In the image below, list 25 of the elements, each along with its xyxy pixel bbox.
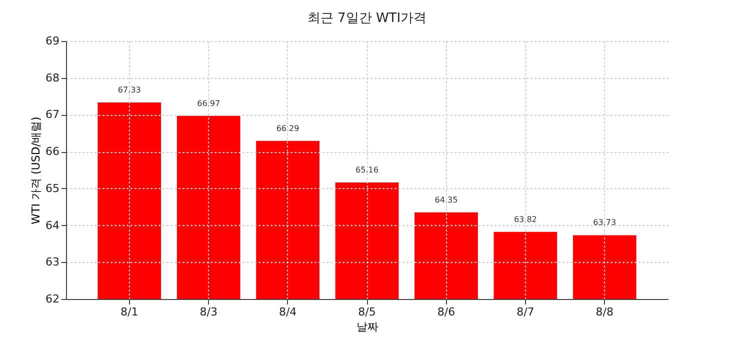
y-tick-label: 68 (46, 71, 60, 84)
data-label: 63.82 (514, 214, 537, 224)
y-tick-label: 62 (46, 292, 60, 306)
data-label: 67.33 (118, 86, 141, 95)
x-tick-label: 8/8 (596, 306, 614, 318)
data-label: 66.97 (197, 98, 220, 108)
x-tick-label: 8/7 (516, 306, 534, 318)
x-axis-title: 날짜 (356, 320, 378, 334)
y-tick-label: 67 (46, 108, 60, 122)
data-label: 64.35 (434, 195, 458, 204)
y-tick-label: 69 (46, 34, 60, 48)
y-axis-title: WTI 가격 (USD/배럴) (30, 116, 43, 224)
data-label: 65.16 (356, 166, 378, 175)
x-tick-label: 8/3 (200, 306, 218, 318)
chart-title: 최근 7일간 WTI가격 (307, 11, 427, 26)
y-tick-label: 63 (46, 256, 60, 269)
y-tick-label: 66 (46, 145, 60, 158)
data-label: 63.73 (593, 218, 616, 228)
y-tick-label: 64 (46, 218, 60, 232)
x-tick-label: 8/4 (278, 306, 297, 318)
y-tick-label: 65 (46, 182, 60, 195)
x-tick-label: 8/6 (437, 306, 456, 318)
data-label: 66.29 (276, 124, 300, 133)
x-tick-label: 8/1 (120, 306, 138, 318)
x-tick-label: 8/5 (358, 306, 376, 318)
